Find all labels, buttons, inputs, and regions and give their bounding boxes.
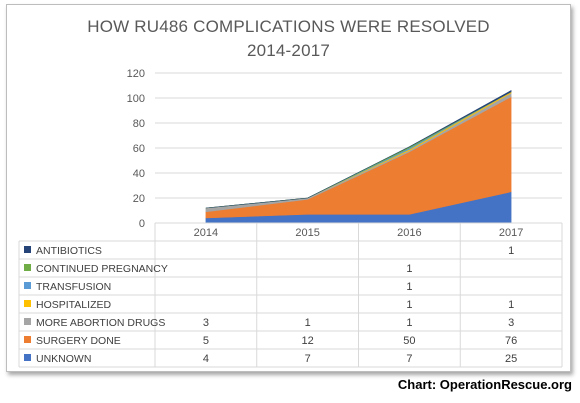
chart-subtitle: 2014-2017 — [246, 41, 331, 60]
data-label: 3 — [203, 317, 209, 329]
data-table: 2014 2015 2016 2017 ANTIBIOTICS 1 CONTINUED PR… — [18, 222, 563, 368]
legend-swatch — [24, 264, 31, 271]
x-tick-label: 2016 — [397, 227, 421, 239]
y-tick-label: 0 — [139, 218, 145, 230]
x-tick-label: 2015 — [295, 227, 319, 239]
data-label: 12 — [302, 335, 314, 347]
y-tick-label: 100 — [127, 93, 145, 105]
legend-label: SURGERY DONE — [36, 335, 121, 347]
chart-svg: 0 20 40 60 80 100 120 2014 2015 2016 2017 ANTIBIOT… — [18, 68, 563, 368]
legend-swatch — [24, 282, 31, 289]
legend-swatch — [24, 300, 31, 307]
area-surgery-done — [205, 96, 512, 219]
y-tick-label: 60 — [133, 143, 145, 155]
chart-frame: HOW RU486 COMPLICATIONS WERE RESOLVED 20… — [6, 4, 571, 372]
area-antibiotics — [205, 89, 512, 209]
data-label: 1 — [406, 263, 412, 275]
legend-swatch — [24, 354, 31, 361]
legend-label: CONTINUED PREGNANCY — [36, 263, 168, 275]
source-credit: Chart: OperationRescue.org — [397, 377, 572, 392]
chart-title: HOW RU486 COMPLICATIONS WERE RESOLVED — [87, 17, 490, 36]
data-label: 50 — [403, 335, 415, 347]
data-label: 76 — [505, 335, 517, 347]
data-label: 1 — [508, 299, 514, 311]
x-tick-label: 2014 — [194, 227, 218, 239]
legend-swatch — [24, 318, 31, 325]
legend-label: ANTIBIOTICS — [36, 245, 102, 257]
area-series — [205, 89, 512, 224]
x-tick-label: 2017 — [499, 227, 523, 239]
data-label: 5 — [203, 335, 209, 347]
y-tick-label: 20 — [133, 193, 145, 205]
data-label: 1 — [406, 281, 412, 293]
data-label: 7 — [406, 353, 412, 365]
data-label: 1 — [406, 299, 412, 311]
legend-label: UNKNOWN — [36, 353, 91, 365]
data-label: 3 — [508, 317, 514, 329]
data-label: 4 — [203, 353, 209, 365]
legend-swatch — [24, 336, 31, 343]
data-label: 1 — [305, 317, 311, 329]
y-axis: 0 20 40 60 80 100 120 — [127, 68, 145, 230]
data-label: 1 — [406, 317, 412, 329]
data-label: 7 — [305, 353, 311, 365]
legend-swatch — [24, 246, 31, 253]
y-tick-label: 40 — [133, 168, 145, 180]
legend-label: TRANSFUSION — [36, 281, 111, 293]
legend-label: HOSPITALIZED — [36, 299, 111, 311]
y-tick-label: 120 — [127, 68, 145, 80]
data-label: 1 — [508, 245, 514, 257]
legend-label: MORE ABORTION DRUGS — [36, 317, 165, 329]
data-label: 25 — [505, 353, 517, 365]
y-tick-label: 80 — [133, 118, 145, 130]
